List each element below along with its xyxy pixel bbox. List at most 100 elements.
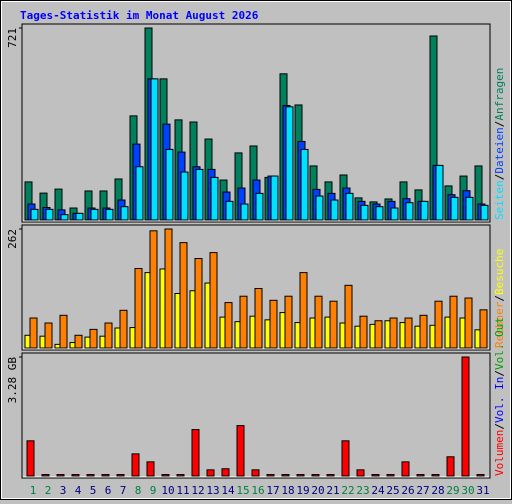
bar (431, 474, 440, 477)
bar (315, 195, 324, 221)
bar (104, 322, 113, 349)
bar (71, 474, 80, 477)
bar (476, 474, 485, 477)
x-tick-label: 24 (371, 484, 385, 497)
bar (266, 474, 275, 477)
bar (300, 148, 309, 221)
bar (116, 474, 125, 477)
bar (30, 208, 39, 221)
x-tick-label: 8 (135, 484, 142, 497)
bar (26, 440, 35, 477)
bar (314, 295, 323, 349)
bar (101, 474, 110, 477)
x-tick-label: 11 (176, 484, 189, 497)
x-tick-label: 30 (461, 484, 474, 497)
bar (134, 268, 143, 349)
bar (375, 206, 384, 221)
bar (210, 176, 219, 221)
bar (165, 148, 174, 221)
y-tick-label: 3.28 GB (6, 357, 19, 404)
bar (236, 425, 245, 477)
bar (86, 474, 95, 477)
bar (251, 469, 260, 477)
bar (179, 242, 188, 349)
legend-separator: / (493, 121, 506, 128)
bar (465, 196, 474, 221)
bar (161, 474, 170, 477)
x-tick-label: 14 (221, 484, 235, 497)
legend: Volumen/Vol. In/Vol. Out (493, 317, 506, 476)
bar (56, 474, 65, 477)
legend: Seiten/Dateien/Anfragen (493, 68, 506, 220)
bar (221, 468, 230, 477)
bar (105, 208, 114, 221)
x-tick-label: 16 (251, 484, 264, 497)
bar (60, 214, 69, 221)
bar (404, 317, 413, 349)
bar (59, 314, 68, 349)
bar (135, 166, 144, 221)
bar (341, 440, 350, 477)
legend-entry: Anfragen (493, 68, 506, 121)
x-tick-label: 3 (60, 484, 67, 497)
x-tick-label: 31 (476, 484, 489, 497)
legend-separator: / (493, 423, 506, 430)
bar (435, 164, 444, 221)
bar (330, 199, 339, 221)
legend-entry: Dateien (493, 127, 506, 173)
bar (195, 168, 204, 221)
bar (386, 474, 395, 477)
x-tick-label: 12 (191, 484, 204, 497)
x-tick-label: 15 (236, 484, 249, 497)
bar (401, 461, 410, 477)
bar (269, 299, 278, 349)
bar (270, 175, 279, 221)
bar (480, 204, 489, 221)
bar (446, 456, 455, 477)
bar (390, 207, 399, 221)
bar (345, 192, 354, 221)
x-tick-label: 6 (105, 484, 112, 497)
bar (180, 171, 189, 221)
bar (389, 317, 398, 349)
x-tick-label: 27 (416, 484, 429, 497)
panel (21, 352, 491, 479)
bar (44, 322, 53, 349)
bar (326, 474, 335, 477)
bar (344, 284, 353, 349)
bar (239, 295, 248, 349)
legend: Rechner/Besuche (493, 249, 506, 348)
legend-separator: / (493, 295, 506, 302)
bar (359, 315, 368, 349)
bar (281, 474, 290, 477)
x-tick-label: 25 (386, 484, 399, 497)
x-tick-label: 1 (30, 484, 37, 497)
bar (464, 297, 473, 349)
bar (416, 474, 425, 477)
bar (206, 469, 215, 477)
bar (461, 356, 470, 477)
x-tick-label: 19 (296, 484, 309, 497)
x-tick-label: 18 (281, 484, 294, 497)
bar (146, 461, 155, 477)
bar (254, 288, 263, 349)
bar (284, 295, 293, 349)
x-tick-label: 5 (90, 484, 97, 497)
bar (329, 300, 338, 349)
legend-entry: Besuche (493, 249, 506, 295)
bar (255, 192, 264, 221)
x-tick-label: 4 (75, 484, 82, 497)
bar (191, 429, 200, 477)
legend-entry: Volumen (493, 430, 506, 476)
bar (209, 252, 218, 349)
x-tick-label: 10 (161, 484, 174, 497)
legend-entry: Seiten (493, 180, 506, 220)
bar (479, 309, 488, 349)
bar (176, 474, 185, 477)
bar (311, 474, 320, 477)
x-tick-label: 2 (45, 484, 52, 497)
x-tick-label: 26 (401, 484, 414, 497)
bar (131, 453, 140, 477)
